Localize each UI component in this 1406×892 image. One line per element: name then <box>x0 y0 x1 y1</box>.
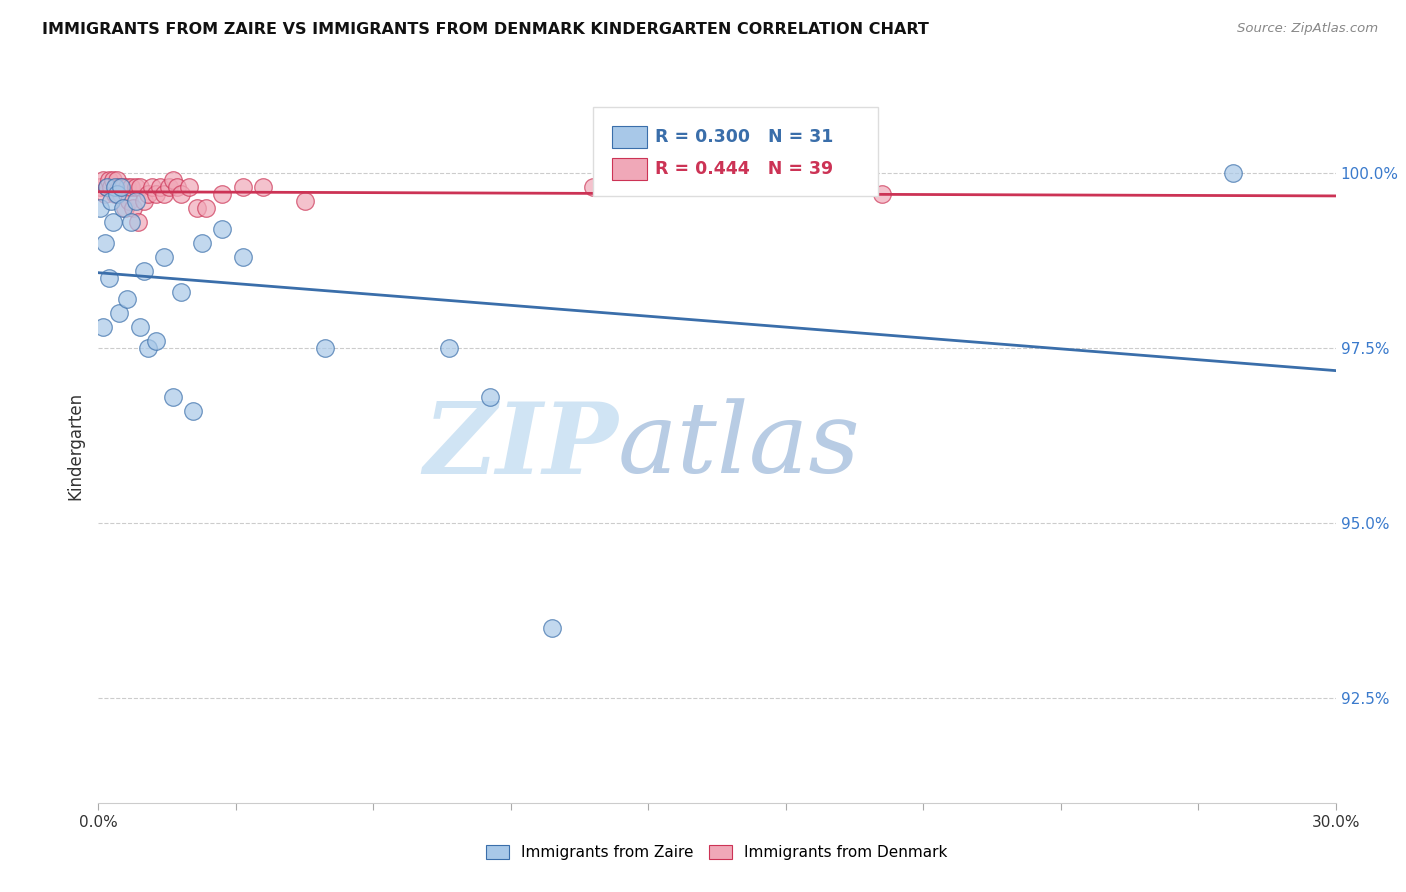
Point <box>211 187 233 202</box>
Point <box>93 236 115 251</box>
Point <box>153 250 176 264</box>
Point <box>136 187 159 202</box>
Point <box>120 180 142 194</box>
Point <box>127 215 149 229</box>
Point <box>122 201 145 215</box>
Point <box>97 271 120 285</box>
Point <box>162 173 184 187</box>
Text: R = 0.300   N = 31: R = 0.300 N = 31 <box>655 128 834 146</box>
Point <box>153 187 176 202</box>
Point <box>870 187 893 202</box>
Point <box>145 334 167 348</box>
Point <box>101 215 124 229</box>
Point <box>128 320 150 334</box>
Point <box>232 250 254 264</box>
Point <box>186 201 208 215</box>
Point <box>117 292 139 306</box>
Point <box>104 187 127 202</box>
Point <box>170 187 193 202</box>
Point <box>97 173 120 187</box>
Point <box>314 341 336 355</box>
Point <box>108 180 131 194</box>
Text: ZIP: ZIP <box>423 398 619 494</box>
Point <box>211 222 233 236</box>
Point <box>101 173 124 187</box>
Point <box>170 285 193 299</box>
Point <box>128 180 150 194</box>
Point <box>89 201 111 215</box>
Point <box>132 264 155 278</box>
FancyBboxPatch shape <box>612 159 647 180</box>
Point <box>105 187 128 202</box>
Point <box>118 194 141 208</box>
Point <box>112 180 135 194</box>
Point <box>108 306 131 320</box>
Point <box>110 187 132 202</box>
Point <box>437 341 460 355</box>
Point <box>124 180 146 194</box>
Point <box>149 180 172 194</box>
Text: IMMIGRANTS FROM ZAIRE VS IMMIGRANTS FROM DENMARK KINDERGARTEN CORRELATION CHART: IMMIGRANTS FROM ZAIRE VS IMMIGRANTS FROM… <box>42 22 929 37</box>
Point <box>541 621 564 635</box>
Point <box>89 180 111 194</box>
Point <box>194 201 217 215</box>
Text: atlas: atlas <box>619 399 860 493</box>
Legend: Immigrants from Zaire, Immigrants from Denmark: Immigrants from Zaire, Immigrants from D… <box>481 839 953 866</box>
Point <box>100 180 122 194</box>
Point <box>157 180 180 194</box>
Point <box>114 201 136 215</box>
Point <box>179 180 201 194</box>
Point <box>141 180 163 194</box>
Point <box>91 320 114 334</box>
Point <box>91 173 114 187</box>
Point <box>120 215 142 229</box>
Point <box>136 341 159 355</box>
Point <box>145 187 167 202</box>
Point <box>181 404 204 418</box>
Point <box>294 194 316 208</box>
Point <box>96 180 118 194</box>
Point <box>582 180 605 194</box>
Point <box>104 180 127 194</box>
Point <box>105 173 128 187</box>
Text: R = 0.444   N = 39: R = 0.444 N = 39 <box>655 161 834 178</box>
Point <box>252 180 274 194</box>
Point <box>96 180 118 194</box>
Point <box>162 390 184 404</box>
Point <box>479 390 502 404</box>
Point <box>166 180 188 194</box>
Y-axis label: Kindergarten: Kindergarten <box>66 392 84 500</box>
Point <box>124 194 146 208</box>
Point <box>117 180 139 194</box>
Text: Source: ZipAtlas.com: Source: ZipAtlas.com <box>1237 22 1378 36</box>
Point <box>1222 166 1244 180</box>
Point <box>110 180 132 194</box>
Point <box>93 187 115 202</box>
Point <box>132 194 155 208</box>
Point <box>100 194 122 208</box>
Point <box>232 180 254 194</box>
FancyBboxPatch shape <box>593 107 877 196</box>
Point <box>112 201 135 215</box>
Point <box>190 236 212 251</box>
FancyBboxPatch shape <box>612 127 647 148</box>
